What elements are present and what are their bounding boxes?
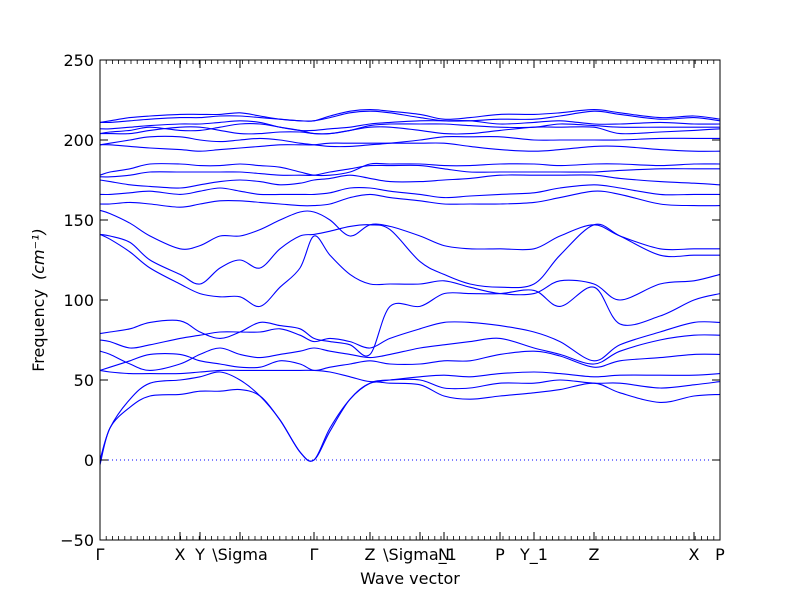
x-minor-ticks — [99, 60, 721, 540]
band-line-7 — [100, 286, 720, 357]
y-tick-label: 150 — [63, 211, 94, 230]
band-line-11 — [100, 190, 720, 208]
band-line-15 — [100, 162, 720, 177]
y-axis-label-unit: (cm⁻¹) — [29, 228, 48, 280]
band-line-2 — [100, 371, 720, 462]
band-line-19 — [100, 123, 720, 135]
band-line-8 — [100, 233, 720, 308]
phonon-bands — [100, 109, 720, 465]
y-axis-label-text: Frequency — [29, 289, 48, 372]
x-axis-ticks: Γ X Y \Sigma Γ Z \Sigma_1N P Y_1 Z X P — [96, 60, 725, 565]
y-tick-label: 100 — [63, 291, 94, 310]
x-tick-label: X — [175, 545, 186, 564]
x-tick-label: Γ — [310, 545, 319, 564]
band-line-17 — [100, 135, 720, 148]
x-tick-label: Z — [365, 545, 376, 564]
y-tick-label: 250 — [63, 51, 94, 70]
band-line-9 — [100, 223, 720, 289]
band-line-6 — [100, 321, 720, 362]
y-tick-label: 0 — [84, 451, 94, 470]
x-axis-label: Wave vector — [360, 569, 460, 588]
x-tick-label: P — [715, 545, 725, 564]
band-line-20 — [100, 120, 720, 132]
band-line-10 — [100, 209, 720, 251]
y-tick-label: 50 — [74, 371, 94, 390]
x-tick-label: \Sigma — [212, 545, 268, 564]
y-axis-label: Frequency (cm⁻¹) — [29, 228, 48, 371]
x-tick-label: P — [495, 545, 505, 564]
x-tick-label: Y — [194, 545, 205, 564]
band-line-21 — [100, 110, 720, 124]
x-tick-label: Y_1 — [519, 545, 548, 565]
y-axis-ticks: −50 0 50 100 150 200 250 — [60, 51, 720, 550]
y-tick-label: 200 — [63, 131, 94, 150]
band-line-14 — [100, 164, 720, 178]
band-line-4 — [100, 350, 720, 372]
band-line-16 — [100, 142, 720, 152]
x-tick-label: N — [438, 545, 450, 564]
x-tick-label: X — [689, 545, 700, 564]
x-tick-label: Γ — [96, 545, 105, 564]
x-tick-label: Z — [589, 545, 600, 564]
band-line-13 — [100, 174, 720, 189]
band-line-5 — [100, 334, 720, 371]
band-line-12 — [100, 184, 720, 199]
x-tick-label: \Sigma_1 — [383, 545, 457, 565]
y-tick-label: −50 — [60, 531, 94, 550]
band-line-3 — [100, 369, 720, 383]
band-line-22 — [100, 109, 720, 123]
